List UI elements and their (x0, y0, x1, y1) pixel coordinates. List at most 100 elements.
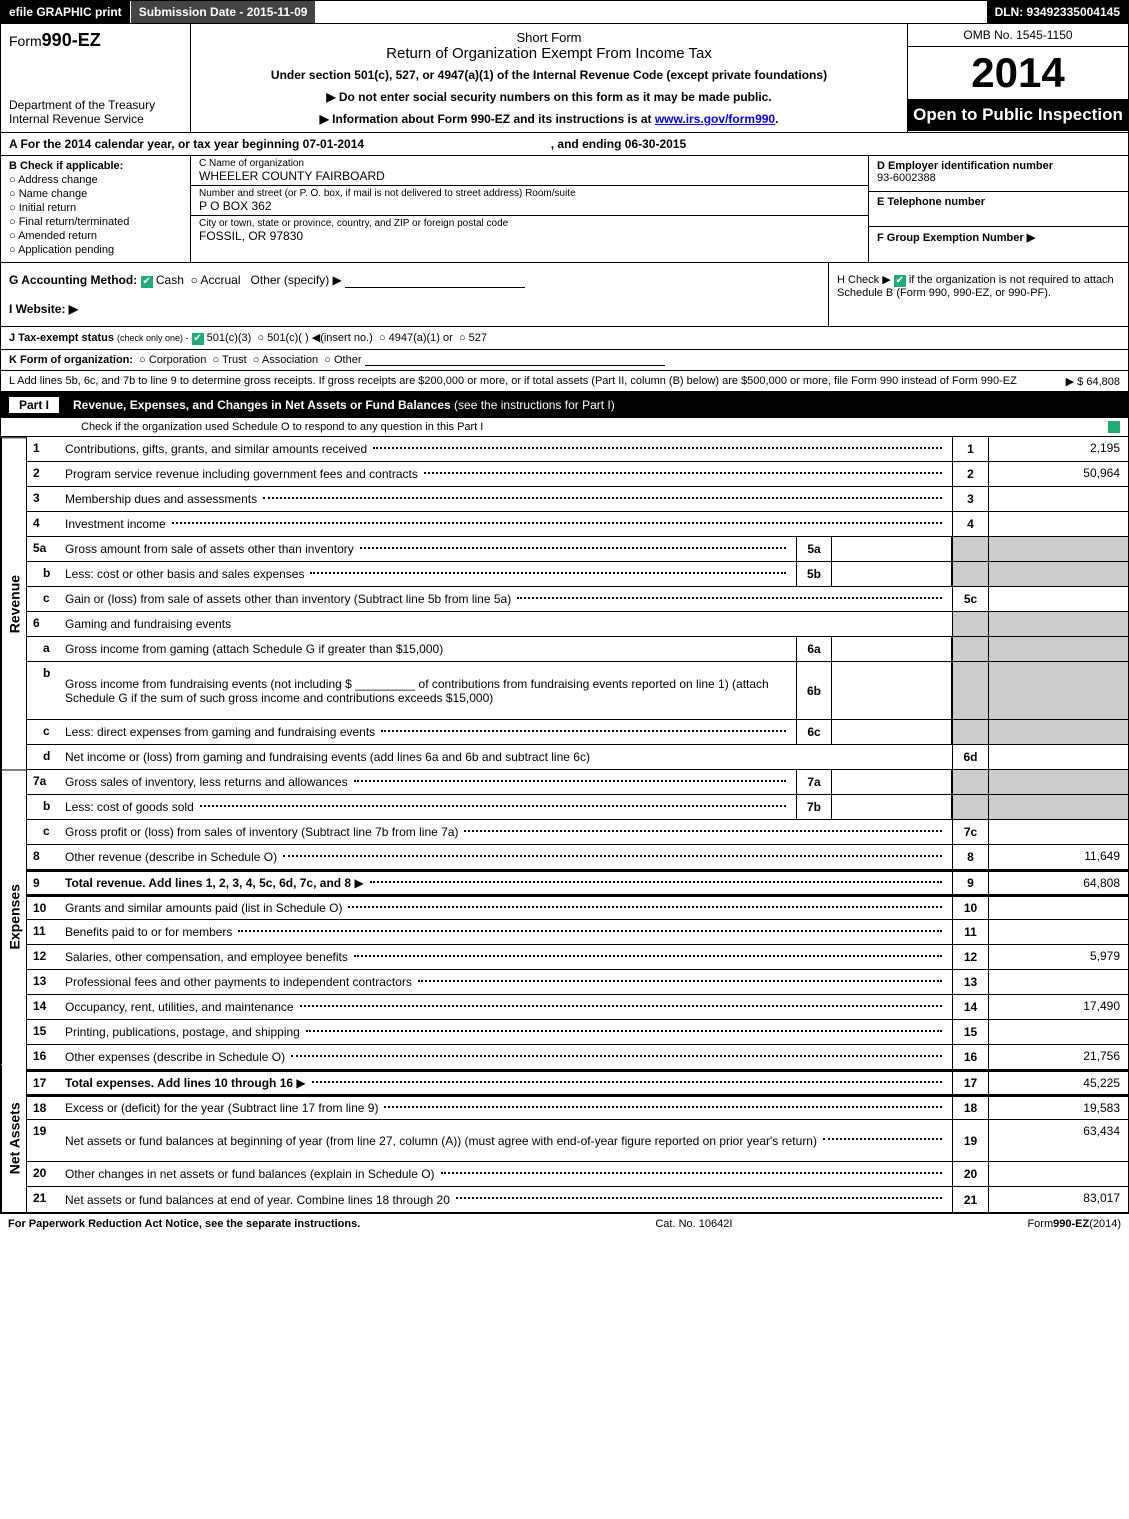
line-15-rn: 15 (952, 1020, 988, 1044)
line-6c-mb: 6c (796, 720, 832, 744)
row-ghi: G Accounting Method: ✔ Cash ○ Accrual Ot… (0, 263, 1129, 327)
line-1: 1 Contributions, gifts, grants, and simi… (27, 437, 1128, 462)
line-3-num: 3 (27, 487, 61, 511)
line-8-num: 8 (27, 845, 61, 869)
chk-501c3-icon: ✔ (192, 333, 204, 345)
line-5b-desc: Less: cost or other basis and sales expe… (61, 562, 796, 586)
line-10-desc: Grants and similar amounts paid (list in… (61, 897, 952, 919)
k-trust[interactable]: Trust (212, 354, 246, 366)
e-label: E Telephone number (877, 196, 985, 208)
efile-print: efile GRAPHIC print (1, 1, 130, 23)
arrow-line-2: ▶ Information about Form 990-EZ and its … (199, 112, 899, 126)
part-1-sub: Check if the organization used Schedule … (0, 418, 1129, 437)
line-9-num: 9 (27, 872, 61, 894)
line-8-desc: Other revenue (describe in Schedule O) (61, 845, 952, 869)
line-1-rv: 2,195 (988, 437, 1128, 461)
j-pre: J Tax-exempt status (9, 332, 114, 344)
k-association[interactable]: Association (253, 354, 318, 366)
line-5b-rn (952, 562, 988, 586)
chk-name-change[interactable]: Name change (9, 188, 182, 200)
line-5a-mv (832, 537, 952, 561)
line-20: 20 Other changes in net assets or fund b… (27, 1162, 1128, 1187)
line-7b-num: b (27, 795, 61, 819)
line-15-rv (988, 1020, 1128, 1044)
section-bcd: B Check if applicable: Address change Na… (0, 156, 1129, 263)
side-expenses: Expenses (1, 769, 27, 1064)
j-527[interactable]: 527 (459, 332, 487, 344)
line-7c-desc: Gross profit or (loss) from sales of inv… (61, 820, 952, 844)
k-corporation[interactable]: Corporation (139, 354, 206, 366)
line-9-rv: 64,808 (988, 872, 1128, 894)
line-15-desc: Printing, publications, postage, and shi… (61, 1020, 952, 1044)
line-18-desc: Excess or (deficit) for the year (Subtra… (61, 1097, 952, 1119)
line-15-num: 15 (27, 1020, 61, 1044)
org-street: P O BOX 362 (199, 199, 860, 213)
line-7b-desc: Less: cost of goods sold (61, 795, 796, 819)
tax-year: 2014 (908, 47, 1128, 99)
g-accrual: Accrual (201, 273, 241, 287)
col-b-checkboxes: B Check if applicable: Address change Na… (1, 156, 191, 262)
line-2-num: 2 (27, 462, 61, 486)
line-6b: b Gross income from fundraising events (… (27, 662, 1128, 720)
line-13-rv (988, 970, 1128, 994)
line-13-desc: Professional fees and other payments to … (61, 970, 952, 994)
irs-link[interactable]: www.irs.gov/form990 (655, 112, 775, 126)
ghi-left: G Accounting Method: ✔ Cash ○ Accrual Ot… (1, 263, 828, 326)
line-6a-num: a (27, 637, 61, 661)
chk-initial-return[interactable]: Initial return (9, 202, 182, 214)
line-5c: c Gain or (loss) from sale of assets oth… (27, 587, 1128, 612)
part-1-header: Part I Revenue, Expenses, and Changes in… (0, 392, 1129, 418)
line-7c-rn: 7c (952, 820, 988, 844)
col-c-org-info: C Name of organization WHEELER COUNTY FA… (191, 156, 868, 262)
line-6-num: 6 (27, 612, 61, 636)
line-6a-mv (832, 637, 952, 661)
side-revenue: Revenue (1, 437, 27, 769)
line-5b: b Less: cost or other basis and sales ex… (27, 562, 1128, 587)
c-street-label: Number and street (or P. O. box, if mail… (199, 188, 860, 199)
line-9: 9 Total revenue. Add lines 1, 2, 3, 4, 5… (27, 870, 1128, 895)
line-14-desc: Occupancy, rent, utilities, and maintena… (61, 995, 952, 1019)
line-16-rn: 16 (952, 1045, 988, 1069)
j-501c[interactable]: 501(c)( ) ◀(insert no.) (257, 332, 372, 344)
line-6a-desc: Gross income from gaming (attach Schedul… (61, 637, 796, 661)
l-text: L Add lines 5b, 6c, and 7b to line 9 to … (9, 375, 1017, 387)
line-7a-rv (988, 770, 1128, 794)
ein-value: 93-6002388 (877, 172, 936, 184)
line-6b-rn (952, 662, 988, 719)
line-18-rn: 18 (952, 1097, 988, 1119)
line-6d: d Net income or (loss) from gaming and f… (27, 745, 1128, 770)
e-phone-block: E Telephone number (869, 192, 1128, 228)
line-2: 2 Program service revenue including gove… (27, 462, 1128, 487)
header-left: Form990-EZ Department of the Treasury In… (1, 24, 191, 132)
line-14-rn: 14 (952, 995, 988, 1019)
line-7a: 7a Gross sales of inventory, less return… (27, 770, 1128, 795)
line-7a-mv (832, 770, 952, 794)
line-12-rn: 12 (952, 945, 988, 969)
top-bar: efile GRAPHIC print Submission Date - 20… (0, 0, 1129, 24)
chk-address-change[interactable]: Address change (9, 174, 182, 186)
line-6d-desc: Net income or (loss) from gaming and fun… (61, 745, 952, 769)
row-j: J Tax-exempt status (check only one) - ✔… (0, 327, 1129, 350)
line-3-rv (988, 487, 1128, 511)
line-16-num: 16 (27, 1045, 61, 1069)
line-6-desc: Gaming and fundraising events (61, 612, 952, 636)
line-8-rn: 8 (952, 845, 988, 869)
j-4947[interactable]: 4947(a)(1) or (379, 332, 453, 344)
row-a-end: 06-30-2015 (625, 137, 686, 151)
chk-h-icon: ✔ (894, 275, 906, 287)
k-other[interactable]: Other (324, 354, 361, 366)
line-13-num: 13 (27, 970, 61, 994)
line-7c: c Gross profit or (loss) from sales of i… (27, 820, 1128, 845)
i-label: I Website: ▶ (9, 302, 78, 316)
header-center: Short Form Return of Organization Exempt… (191, 24, 908, 132)
line-10-rv (988, 897, 1128, 919)
chk-amended-return[interactable]: Amended return (9, 230, 182, 242)
line-9-rn: 9 (952, 872, 988, 894)
line-7a-desc: Gross sales of inventory, less returns a… (61, 770, 796, 794)
line-18-rv: 19,583 (988, 1097, 1128, 1119)
line-6b-desc: Gross income from fundraising events (no… (61, 662, 796, 719)
chk-final-return[interactable]: Final return/terminated (9, 216, 182, 228)
main-table: Revenue Expenses Net Assets 1 Contributi… (0, 437, 1129, 1213)
footer-left: For Paperwork Reduction Act Notice, see … (8, 1218, 360, 1230)
chk-application-pending[interactable]: Application pending (9, 244, 182, 256)
